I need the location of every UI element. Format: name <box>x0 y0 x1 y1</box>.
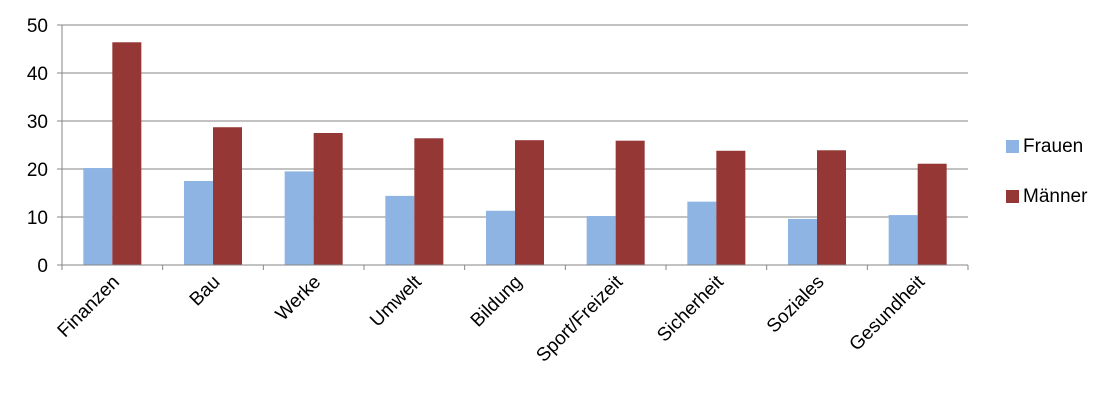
x-tick-label: Soziales <box>763 272 829 338</box>
bar-m-nner-2 <box>213 127 242 266</box>
bar-frauen-2 <box>184 181 213 265</box>
bar-frauen-7 <box>687 201 717 265</box>
bar-frauen-1 <box>83 168 113 265</box>
bar-frauen-8 <box>788 218 817 265</box>
legend-swatch <box>1006 140 1019 153</box>
x-tick-label: Bau <box>186 272 225 311</box>
y-tick-labels: 0 10 20 30 40 50 <box>27 16 48 277</box>
x-tick-label: Gesundheit <box>846 271 930 355</box>
bar-frauen-5 <box>486 210 515 265</box>
y-tick-label: 0 <box>37 256 48 277</box>
bar-m-nner-6 <box>615 140 645 265</box>
bar-m-nner-1 <box>112 42 142 265</box>
bar-frauen-9 <box>888 215 918 265</box>
axes <box>57 24 969 270</box>
bar-m-nner-5 <box>515 140 544 265</box>
bar-frauen-3 <box>284 171 314 265</box>
y-tick-label: 30 <box>27 112 48 133</box>
legend: Frauen Männer <box>1006 136 1088 207</box>
x-tick-label: Sicherheit <box>653 271 728 346</box>
bar-m-nner-4 <box>414 138 444 265</box>
bar-m-nner-8 <box>817 150 846 265</box>
y-tick-label: 50 <box>27 16 48 37</box>
y-tick-label: 20 <box>27 160 48 181</box>
x-tick-label: Umwelt <box>366 271 426 331</box>
y-tick-label: 40 <box>27 64 48 85</box>
legend-label: Männer <box>1023 186 1088 207</box>
y-tick-label: 10 <box>27 208 48 229</box>
legend-label: Frauen <box>1023 136 1083 157</box>
bar-m-nner-9 <box>917 163 947 265</box>
legend-swatch <box>1006 190 1019 203</box>
x-tick-labels: Finanzen Bau Werke Umwelt Bildung Sport/Freiz… <box>54 271 930 366</box>
x-tick-label: Sport/Freizeit <box>532 271 627 366</box>
x-tick-label: Finanzen <box>54 272 124 342</box>
bar-frauen-4 <box>385 195 415 265</box>
bar-frauen-6 <box>586 216 616 265</box>
x-tick-label: Werke <box>272 272 325 325</box>
bar-m-nner-3 <box>313 133 343 265</box>
x-tick-label: Bildung <box>467 272 527 332</box>
bars <box>83 42 947 266</box>
bar-m-nner-7 <box>716 150 746 265</box>
